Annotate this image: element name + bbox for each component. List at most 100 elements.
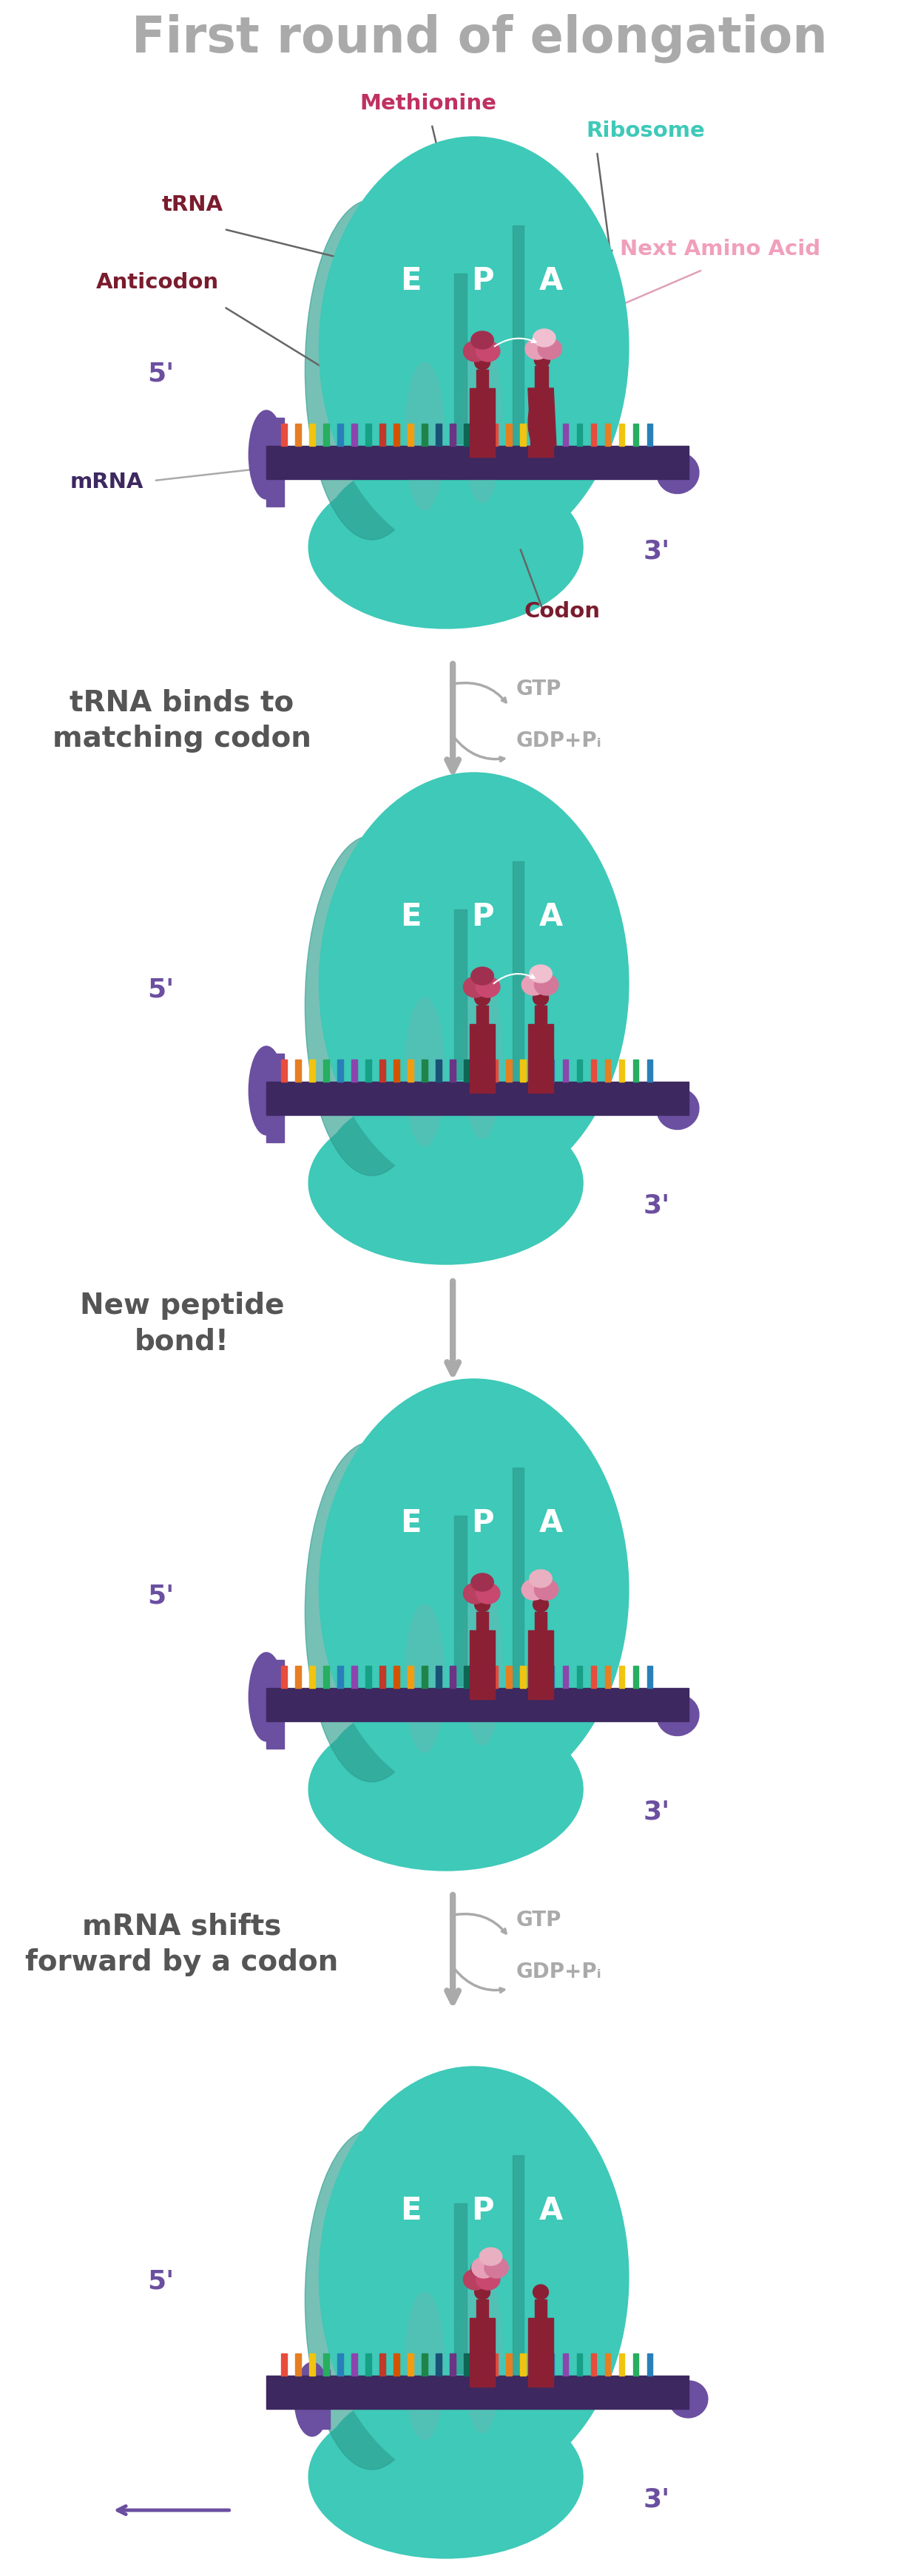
Ellipse shape (326, 1705, 509, 1837)
Ellipse shape (533, 330, 555, 348)
Bar (469, 2375, 495, 2388)
Text: A: A (539, 265, 564, 296)
Bar (534, 422, 540, 446)
Ellipse shape (471, 2259, 493, 2277)
Bar (454, 2202, 467, 2372)
Ellipse shape (533, 2285, 548, 2300)
Bar (309, 422, 315, 446)
Ellipse shape (463, 1582, 502, 1744)
Text: New peptide
bond!: New peptide bond! (80, 1291, 285, 1355)
Bar (576, 422, 582, 446)
Ellipse shape (463, 1584, 488, 1605)
Bar (281, 1059, 286, 1082)
Text: 5': 5' (147, 976, 174, 1002)
Bar (512, 1468, 524, 1698)
Bar (266, 2375, 688, 2409)
Ellipse shape (472, 2257, 496, 2277)
Bar (633, 422, 639, 446)
Bar (296, 1667, 301, 1687)
Bar (309, 1059, 315, 1082)
Ellipse shape (471, 1574, 493, 1592)
Ellipse shape (295, 2362, 329, 2437)
Bar (436, 2354, 442, 2375)
Ellipse shape (534, 353, 550, 368)
Ellipse shape (471, 966, 493, 984)
Text: Codon: Codon (523, 600, 600, 621)
Ellipse shape (249, 410, 284, 500)
Bar (454, 273, 467, 443)
Bar (477, 371, 488, 392)
Ellipse shape (305, 1443, 438, 1783)
Ellipse shape (530, 1569, 552, 1587)
Bar (647, 1667, 652, 1687)
Polygon shape (528, 389, 556, 446)
Ellipse shape (308, 466, 583, 629)
Bar (605, 1667, 610, 1687)
Bar (436, 422, 442, 446)
Bar (464, 1667, 469, 1687)
Bar (450, 1059, 456, 1082)
Ellipse shape (528, 389, 554, 448)
Ellipse shape (538, 337, 562, 358)
Bar (534, 1667, 540, 1687)
Ellipse shape (319, 773, 629, 1195)
Bar (647, 1059, 652, 1082)
Bar (477, 1005, 488, 1025)
Ellipse shape (326, 2393, 509, 2524)
Ellipse shape (405, 997, 445, 1146)
Bar (506, 2354, 511, 2375)
Bar (454, 909, 467, 1079)
Text: First round of elongation: First round of elongation (132, 13, 827, 62)
Ellipse shape (657, 1090, 699, 1128)
Text: P: P (471, 2195, 494, 2226)
Text: GTP: GTP (516, 677, 562, 701)
Bar (351, 1059, 357, 1082)
Bar (393, 422, 399, 446)
Bar (464, 1059, 469, 1082)
Ellipse shape (525, 337, 549, 358)
Bar (338, 2354, 343, 2375)
Bar (393, 1059, 399, 1082)
Text: A: A (539, 1507, 564, 1538)
Bar (266, 1659, 284, 1749)
Bar (492, 1059, 498, 1082)
Bar (477, 1613, 488, 1633)
Bar (605, 422, 610, 446)
Bar (605, 2354, 610, 2375)
Bar (535, 2300, 546, 2321)
Bar (492, 422, 498, 446)
Ellipse shape (326, 461, 509, 595)
Ellipse shape (475, 355, 490, 371)
Bar (469, 2318, 495, 2375)
Bar (309, 2354, 315, 2375)
Bar (563, 2354, 568, 2375)
Bar (512, 2156, 524, 2385)
Text: 5': 5' (147, 361, 174, 386)
Ellipse shape (308, 2396, 583, 2558)
Bar (528, 1687, 554, 1700)
Bar (338, 422, 343, 446)
Text: 3': 3' (643, 2486, 670, 2512)
Bar (528, 1631, 554, 1687)
Bar (548, 422, 554, 446)
Bar (506, 1059, 511, 1082)
Bar (619, 1059, 624, 1082)
Ellipse shape (533, 1597, 548, 1613)
Text: 5': 5' (147, 1584, 174, 1607)
Bar (266, 1687, 688, 1721)
Bar (436, 1059, 442, 1082)
Text: E: E (400, 265, 421, 296)
Bar (323, 2354, 329, 2375)
Bar (366, 1059, 371, 1082)
Bar (528, 1025, 554, 1082)
Bar (633, 2354, 639, 2375)
Bar (535, 1613, 546, 1633)
Bar (633, 1059, 639, 1082)
Bar (576, 2354, 582, 2375)
Ellipse shape (657, 1695, 699, 1736)
Ellipse shape (479, 2249, 502, 2264)
Text: mRNA: mRNA (70, 471, 144, 492)
Bar (469, 446, 495, 456)
Ellipse shape (534, 1579, 558, 1600)
Bar (316, 2370, 329, 2429)
